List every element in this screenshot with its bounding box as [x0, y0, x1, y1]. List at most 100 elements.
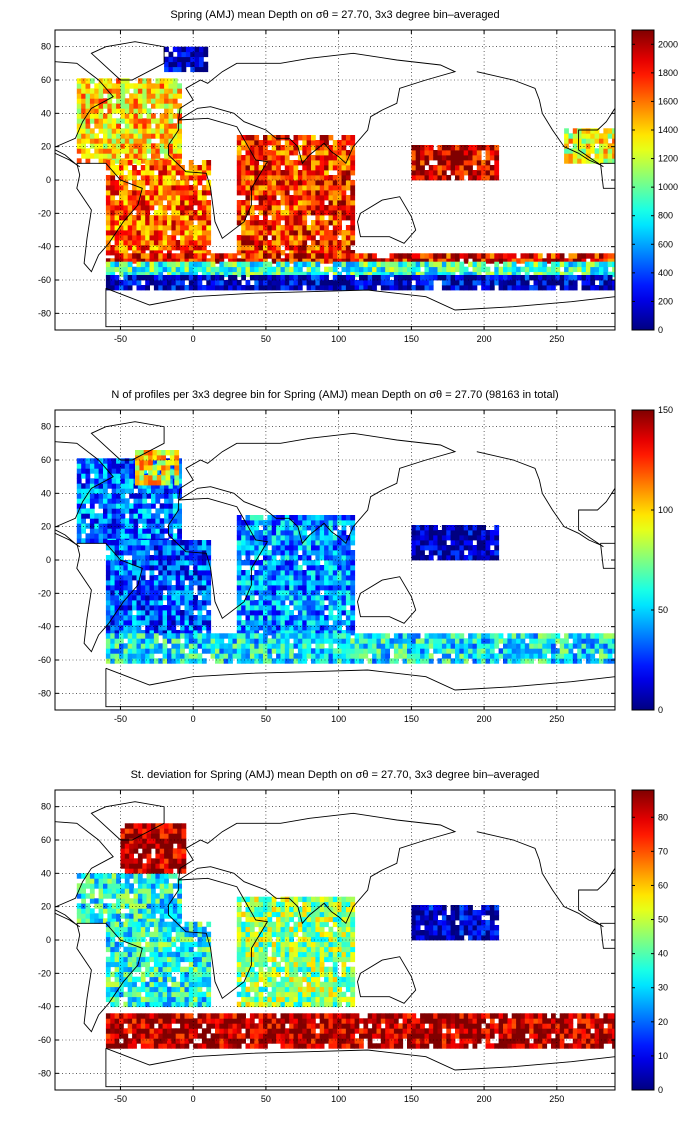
data-bin [572, 153, 578, 159]
data-bin [258, 280, 264, 286]
data-bin [152, 480, 158, 486]
data-bin [245, 600, 251, 606]
data-bin [324, 170, 329, 176]
data-bin [267, 195, 273, 201]
data-bin [350, 170, 356, 176]
data-bin [140, 240, 146, 246]
data-bin [332, 580, 338, 586]
data-bin [193, 245, 198, 251]
data-bin [302, 605, 308, 611]
data-bin [111, 528, 117, 534]
data-bin [145, 170, 150, 176]
data-bin [411, 648, 417, 654]
data-bin [319, 570, 325, 576]
data-bin [511, 653, 517, 659]
data-bin [162, 180, 168, 186]
data-bin [146, 98, 152, 104]
data-bin [433, 170, 438, 176]
data-bin [280, 525, 286, 531]
data-bin [114, 605, 120, 611]
data-bin [110, 540, 116, 546]
data-bin [258, 540, 264, 546]
data-bin [103, 538, 108, 544]
data-bin [254, 520, 260, 526]
data-bin [441, 545, 447, 551]
data-bin [341, 643, 347, 649]
data-bin [476, 261, 482, 268]
data-bin [201, 565, 207, 571]
data-bin [210, 258, 216, 264]
data-bin [206, 200, 212, 206]
data-bin [337, 565, 342, 571]
data-bin [129, 138, 134, 144]
data-bin [345, 200, 351, 206]
data-bin [110, 280, 116, 286]
data-bin [481, 633, 486, 639]
data-bin [155, 153, 161, 159]
data-bin [162, 235, 168, 241]
data-bin [428, 155, 434, 161]
data-bin [297, 170, 303, 176]
data-bin [350, 595, 356, 601]
data-bin [350, 580, 356, 586]
data-bin [280, 575, 286, 581]
data-bin [98, 488, 104, 494]
data-bin [376, 653, 382, 659]
data-bin [180, 225, 185, 231]
data-bin [359, 285, 364, 291]
data-bin [111, 153, 117, 159]
data-bin [137, 518, 143, 524]
data-bin [529, 258, 534, 264]
data-bin [258, 205, 264, 211]
data-bin [258, 245, 264, 251]
data-bin [345, 643, 351, 649]
data-bin [215, 258, 220, 264]
data-bin [577, 158, 582, 164]
data-bin [315, 250, 321, 256]
data-bin [271, 585, 277, 591]
data-bin [511, 638, 517, 644]
data-bin [263, 155, 268, 161]
data-bin [107, 908, 113, 914]
data-bin [293, 180, 299, 186]
data-bin [110, 275, 116, 281]
data-bin [149, 615, 155, 621]
data-bin [341, 275, 347, 281]
data-bin [197, 200, 203, 206]
data-bin [345, 135, 351, 141]
data-bin [481, 253, 486, 259]
data-bin [139, 455, 145, 461]
data-bin [190, 51, 196, 58]
data-bin [302, 253, 308, 259]
data-bin [145, 245, 150, 251]
data-bin [188, 625, 194, 631]
data-bin [411, 555, 417, 561]
data-bin [276, 185, 281, 191]
data-bin [110, 271, 116, 278]
data-bin [114, 200, 120, 206]
data-bin [111, 93, 117, 99]
data-bin [133, 148, 139, 154]
data-bin [114, 565, 120, 571]
colorbar [631, 29, 655, 331]
data-bin [167, 555, 172, 561]
data-bin [293, 150, 299, 156]
data-bin [127, 258, 133, 264]
data-bin [289, 160, 294, 166]
data-bin [455, 540, 460, 546]
data-bin [132, 271, 137, 278]
data-bin [450, 275, 456, 281]
data-bin [127, 280, 133, 286]
data-bin [254, 575, 260, 581]
data-bin [236, 550, 242, 556]
data-bin [302, 235, 308, 241]
data-bin [140, 266, 146, 273]
data-bin [415, 145, 421, 151]
data-bin [120, 498, 126, 504]
data-bin [210, 285, 216, 291]
data-bin [337, 615, 342, 621]
data-bin [107, 93, 113, 99]
data-bin [328, 200, 334, 206]
data-bin [446, 271, 452, 278]
data-bin [136, 190, 142, 196]
